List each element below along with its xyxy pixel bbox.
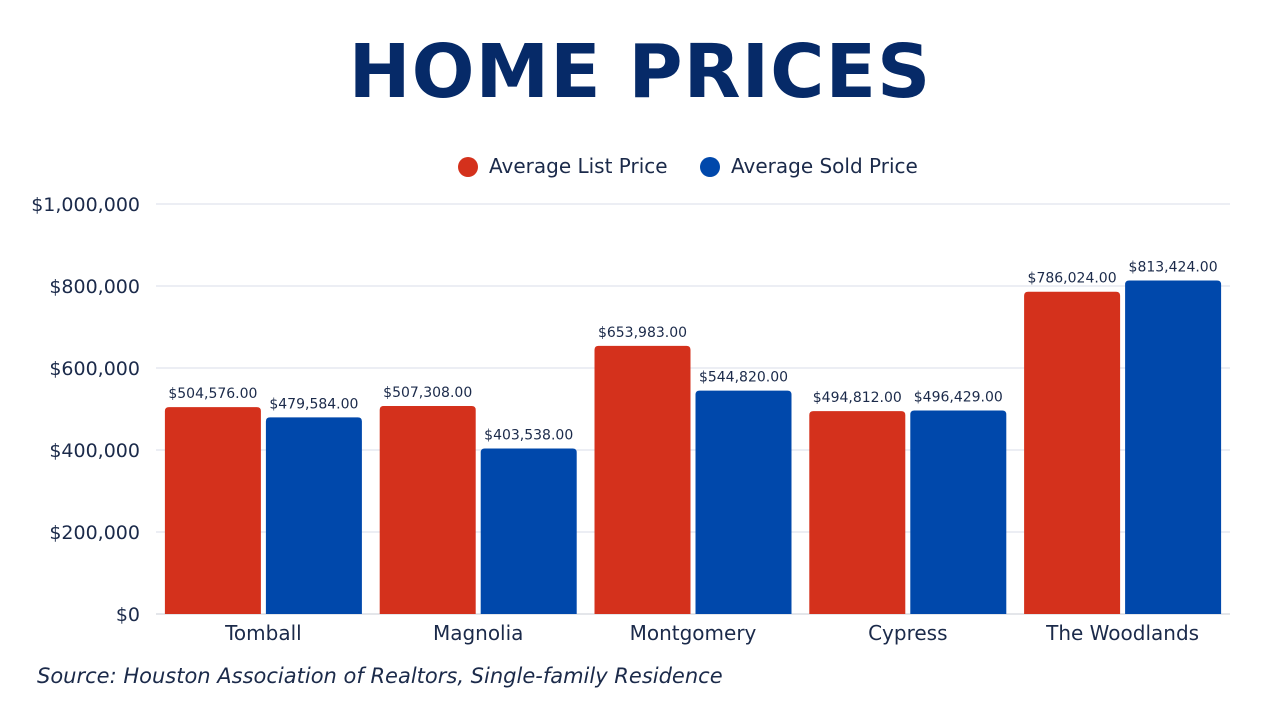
legend-label: Average List Price <box>489 154 668 178</box>
bar-list-montgomery <box>594 345 691 614</box>
data-label: $786,024.00 <box>1028 271 1117 287</box>
source-note: Source: Houston Association of Realtors,… <box>37 664 723 688</box>
legend-marker <box>700 157 720 177</box>
chart-title: HOME PRICES <box>348 29 932 115</box>
y-tick-label: $600,000 <box>49 358 140 380</box>
data-label: $544,820.00 <box>699 370 788 386</box>
data-label: $494,812.00 <box>813 390 902 406</box>
bar-list-cypress <box>809 411 906 614</box>
legend-marker <box>458 157 478 177</box>
bars <box>164 280 1222 614</box>
y-tick-label: $1,000,000 <box>31 194 140 216</box>
data-label: $813,424.00 <box>1129 259 1218 275</box>
bar-list-the-woodlands <box>1024 291 1121 614</box>
bar-sold-cypress <box>910 410 1007 614</box>
bar-sold-magnolia <box>480 448 577 614</box>
x-category-label: Magnolia <box>433 621 524 645</box>
x-category-label: Montgomery <box>630 621 757 645</box>
legend: Average List Price Average Sold Price <box>458 154 918 178</box>
bar-sold-the-woodlands <box>1125 280 1222 614</box>
data-label: $507,308.00 <box>383 385 472 401</box>
y-tick-label: $800,000 <box>49 276 140 298</box>
legend-label: Average Sold Price <box>731 154 918 178</box>
data-label: $496,429.00 <box>914 389 1003 405</box>
bar-sold-montgomery <box>695 390 792 614</box>
bar-list-tomball <box>164 407 261 614</box>
y-axis: $0 $200,000 $400,000 $600,000 $800,000 $1,000… <box>31 194 140 626</box>
y-tick-label: $200,000 <box>49 522 140 544</box>
data-label: $504,576.00 <box>168 386 257 402</box>
data-labels: $504,576.00 $479,584.00 $507,308.00 $403,53… <box>168 259 1217 443</box>
x-category-label: Cypress <box>868 621 947 645</box>
y-tick-label: $400,000 <box>49 440 140 462</box>
y-tick-label: $0 <box>116 604 140 626</box>
x-axis: Tomball Magnolia Montgomery Cypress The Wood… <box>224 621 1199 645</box>
data-label: $653,983.00 <box>598 325 687 341</box>
data-label: $403,538.00 <box>484 428 573 444</box>
bar-sold-tomball <box>265 417 362 614</box>
x-category-label: The Woodlands <box>1045 621 1199 645</box>
x-category-label: Tomball <box>224 621 302 645</box>
data-label: $479,584.00 <box>269 396 358 412</box>
bar-list-magnolia <box>379 406 476 614</box>
